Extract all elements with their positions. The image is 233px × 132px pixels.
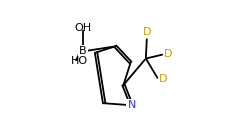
Text: D: D [159, 74, 168, 84]
Text: N: N [127, 100, 136, 110]
Text: D: D [143, 27, 151, 37]
Text: OH: OH [74, 23, 91, 33]
Text: B: B [79, 46, 87, 56]
Text: HO: HO [71, 56, 88, 66]
Text: D: D [164, 50, 173, 59]
